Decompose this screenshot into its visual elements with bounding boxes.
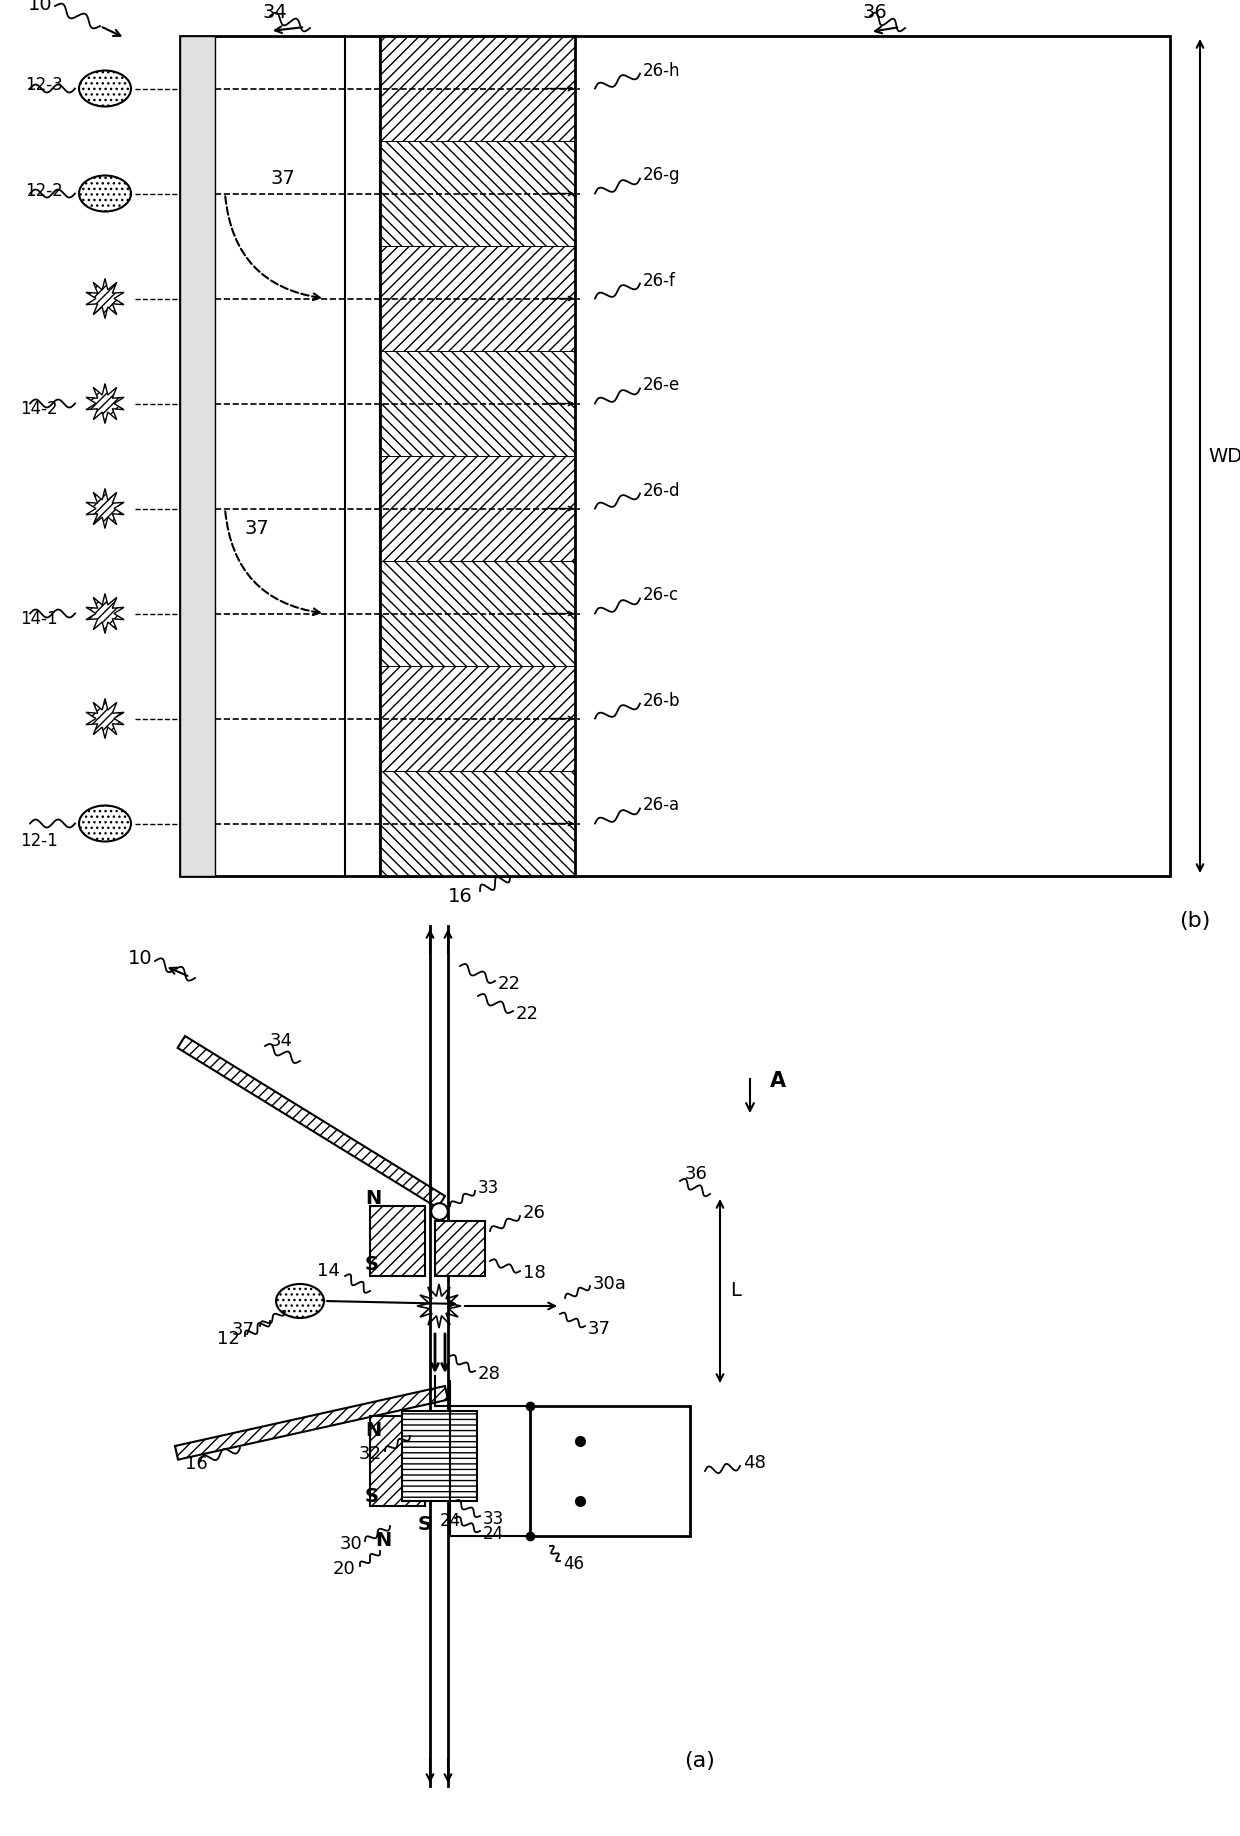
Text: (b): (b)	[1179, 911, 1210, 931]
Text: 26-c: 26-c	[644, 586, 680, 604]
Text: 36: 36	[684, 1166, 708, 1182]
Text: 30: 30	[340, 1535, 362, 1553]
Text: 46: 46	[563, 1555, 584, 1573]
Text: 24: 24	[484, 1526, 505, 1542]
Text: (a): (a)	[684, 1752, 715, 1772]
Text: A: A	[770, 1070, 786, 1091]
Ellipse shape	[79, 806, 131, 841]
Text: 18: 18	[523, 1263, 546, 1282]
Polygon shape	[86, 488, 124, 529]
Text: S: S	[365, 1254, 379, 1274]
Bar	[379, 351, 575, 455]
Bar	[180, 37, 215, 876]
Bar	[379, 455, 575, 562]
Text: 36: 36	[863, 4, 888, 22]
Ellipse shape	[277, 1283, 324, 1318]
Text: 33: 33	[477, 1179, 500, 1197]
Bar	[180, 37, 1171, 876]
Text: 26-d: 26-d	[644, 481, 681, 499]
Text: 28: 28	[477, 1364, 501, 1383]
Text: 22: 22	[498, 975, 521, 993]
Bar	[529, 1406, 689, 1537]
Text: 48: 48	[743, 1454, 766, 1472]
Bar	[379, 37, 575, 141]
Text: 14: 14	[317, 1261, 340, 1280]
Polygon shape	[86, 384, 124, 424]
Ellipse shape	[79, 176, 131, 211]
Bar	[379, 562, 575, 666]
Text: 37: 37	[232, 1320, 255, 1338]
Text: 26: 26	[523, 1204, 546, 1223]
Text: 37: 37	[270, 169, 295, 187]
Text: 37: 37	[246, 520, 270, 538]
Text: S: S	[365, 1487, 379, 1506]
Text: 22: 22	[516, 1004, 539, 1023]
Text: 26-b: 26-b	[644, 692, 681, 709]
Text: 16: 16	[185, 1454, 208, 1472]
Bar	[379, 666, 575, 771]
Polygon shape	[86, 698, 124, 738]
Polygon shape	[86, 279, 124, 318]
Polygon shape	[417, 1283, 461, 1327]
Bar	[370, 1206, 425, 1276]
Text: L: L	[730, 1282, 740, 1300]
Text: 10: 10	[27, 0, 52, 13]
Text: 33: 33	[484, 1509, 505, 1528]
Text: 12-3: 12-3	[25, 77, 63, 94]
Text: 14-2: 14-2	[20, 400, 57, 417]
Polygon shape	[175, 1386, 448, 1460]
Text: 34: 34	[270, 1032, 293, 1050]
Text: 12-2: 12-2	[25, 182, 63, 200]
Text: N: N	[374, 1531, 392, 1550]
Text: 37: 37	[588, 1320, 611, 1338]
Text: WD: WD	[1208, 446, 1240, 466]
Text: 26-e: 26-e	[644, 376, 681, 395]
Ellipse shape	[79, 70, 131, 106]
Bar	[379, 37, 575, 876]
Text: 32: 32	[360, 1445, 382, 1463]
Bar	[379, 141, 575, 246]
Text: 30a: 30a	[593, 1274, 627, 1293]
Text: 12: 12	[217, 1329, 241, 1348]
Bar	[379, 246, 575, 351]
Bar	[379, 771, 575, 876]
Text: N: N	[365, 1188, 381, 1208]
Text: 10: 10	[128, 949, 153, 968]
Polygon shape	[86, 593, 124, 633]
Text: 14-1: 14-1	[20, 610, 57, 628]
Text: 26-f: 26-f	[644, 272, 676, 290]
Text: S: S	[418, 1515, 432, 1533]
Text: 26-a: 26-a	[644, 797, 680, 815]
Text: 20: 20	[332, 1561, 355, 1577]
Text: 16: 16	[448, 887, 472, 905]
Polygon shape	[177, 1036, 445, 1208]
Bar	[402, 1412, 477, 1502]
Bar	[370, 1416, 425, 1506]
Text: 12-1: 12-1	[20, 832, 58, 850]
Bar	[435, 1221, 485, 1276]
Text: 24: 24	[440, 1513, 461, 1529]
Text: 26-g: 26-g	[644, 167, 681, 184]
Text: 34: 34	[263, 4, 288, 22]
Text: N: N	[365, 1421, 381, 1441]
Text: 26-h: 26-h	[644, 61, 681, 79]
